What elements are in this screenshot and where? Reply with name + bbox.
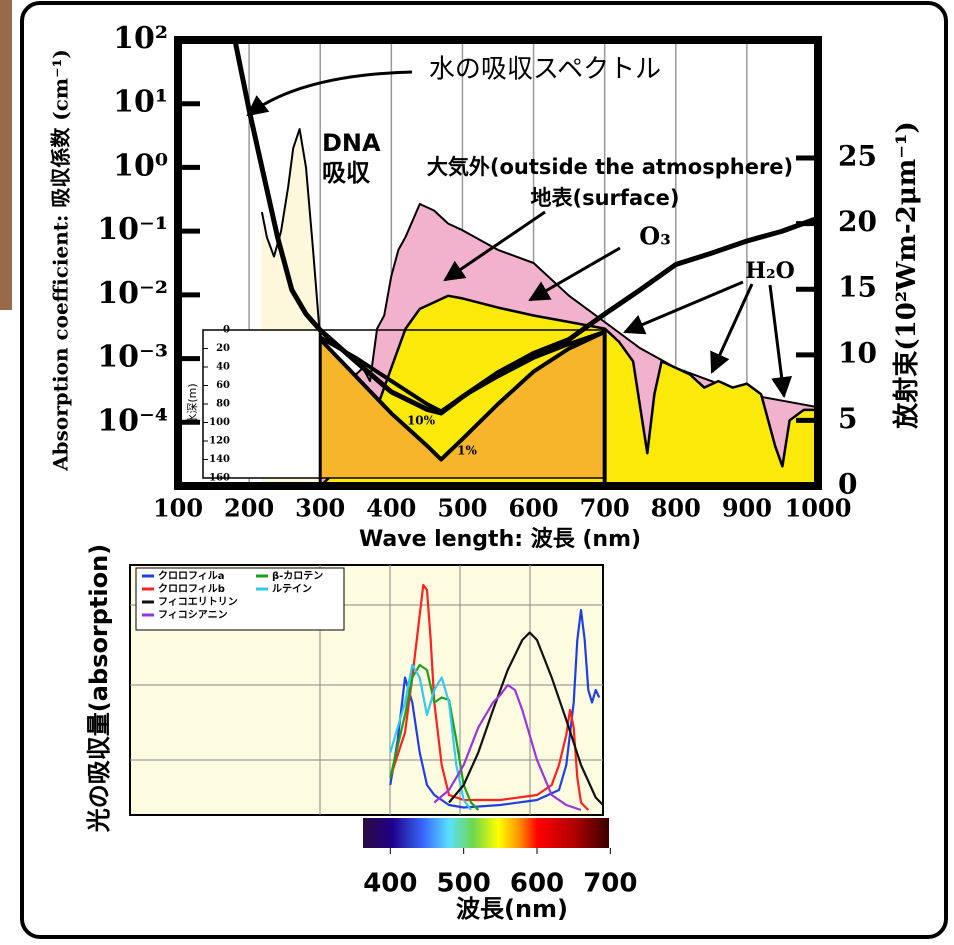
x-tick-label: 800	[651, 494, 701, 523]
annotation: 1%	[457, 444, 477, 458]
depth-tick-label: 160	[209, 473, 230, 484]
y2-tick-label: 15	[838, 271, 877, 304]
arrow	[528, 246, 621, 302]
depth-tick-label: 40	[216, 362, 230, 373]
depth-tick-label: 140	[209, 454, 230, 465]
arrow	[246, 70, 413, 117]
x-axis-label: 波長(nm)	[456, 895, 568, 923]
series-line	[318, 330, 606, 462]
arrow	[710, 283, 754, 374]
series-line	[389, 663, 472, 811]
x-axis-label: Wave length: 波長 (nm)	[359, 527, 641, 552]
annotation: 水の吸収スペクトル	[429, 55, 661, 85]
x-tick-label: 500	[437, 494, 487, 523]
depth-tick-label: 120	[209, 436, 230, 447]
depth-tick-label: 100	[209, 417, 230, 428]
y-tick-label: 10⁻²	[97, 276, 168, 311]
x-tick-label: 900	[722, 494, 772, 523]
y-tick-label: 10¹	[113, 85, 168, 120]
arrow	[623, 280, 744, 335]
y-axis-label: Absorption coefficient: 吸収係数 (cm⁻¹)	[49, 49, 73, 472]
y-tick-label: 10⁰	[113, 148, 168, 183]
legend-box	[135, 567, 345, 631]
x-tick-label: 400	[366, 494, 416, 523]
series-line	[448, 631, 604, 806]
series-line	[389, 608, 601, 809]
x-tick-label: 600	[510, 869, 564, 899]
y-tick-label: 10⁻³	[97, 340, 168, 375]
y2-tick-label: 0	[838, 468, 857, 501]
legend-label: β-カロテン	[272, 570, 323, 582]
top-chart: 100 200 300 400 500 600 700 800 900 1000020406080…	[49, 21, 923, 552]
series-line	[319, 294, 818, 486]
legend-label: ルテイン	[272, 583, 312, 595]
photo-strip	[0, 0, 12, 310]
y-axis-label: 光の吸収量(absorption)	[85, 544, 113, 833]
x-tick-label: 1000	[785, 494, 852, 523]
y2-tick-label: 25	[838, 140, 877, 173]
x-tick-label: 200	[224, 494, 274, 523]
legend-label: クロロフィルa	[158, 570, 225, 582]
depth-tick-label: 0	[223, 325, 230, 336]
y-tick-label: 10⁻⁴	[97, 403, 168, 438]
spectrum-bar	[363, 818, 609, 848]
x-tick-label: 300	[295, 494, 345, 523]
plot-frame	[174, 36, 822, 490]
series-line	[433, 683, 582, 812]
y2-tick-label: 20	[838, 205, 877, 238]
x-tick-label: 500	[437, 869, 491, 899]
y2-tick-label: 5	[838, 402, 857, 435]
y-tick-label: 10²	[113, 21, 168, 56]
series-line	[389, 663, 480, 811]
y2-axis-label: 放射束(10²Wm-2μm⁻¹)	[891, 121, 922, 429]
dna-label: DNA 吸収	[322, 129, 381, 187]
legend-label: フィコエリトリン	[158, 596, 238, 608]
y2-tick-label: 10	[838, 336, 877, 369]
x-tick-label: 600	[509, 494, 559, 523]
annotation: 地表(surface)	[531, 186, 680, 210]
y-tick-label: 10⁻¹	[97, 212, 168, 247]
depth-tick-label: 60	[216, 380, 230, 391]
arrow	[443, 210, 546, 282]
depth-tick-label: 20	[216, 343, 230, 354]
annotation: 10%	[407, 414, 436, 428]
series-line	[260, 128, 322, 340]
series-line	[232, 40, 818, 416]
annotation: 大気外(outside the atmosphere)	[427, 155, 793, 179]
annotation: H₂O	[745, 258, 795, 284]
series-area	[320, 331, 605, 478]
x-tick-label: 100	[153, 494, 203, 523]
plot-area	[178, 40, 818, 486]
depth-axis-label: 水深(m)	[186, 383, 199, 424]
x-tick-label: 700	[583, 869, 637, 899]
depth-tick-label: 80	[216, 399, 230, 410]
inset-background	[203, 330, 321, 478]
arrow	[768, 284, 793, 399]
legend-label: フィコシアニン	[158, 609, 228, 621]
annotation: O₃	[639, 222, 670, 251]
x-tick-label: 400	[363, 869, 417, 899]
x-tick-label: 700	[580, 494, 630, 523]
legend-label: クロロフィルb	[158, 583, 225, 595]
